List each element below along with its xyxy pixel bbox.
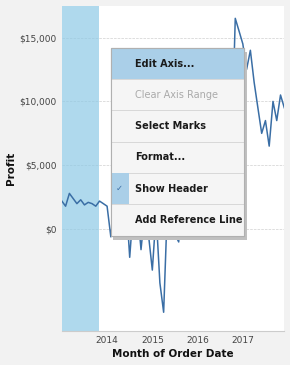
Text: Add Reference Line: Add Reference Line	[135, 215, 243, 225]
Bar	[62, 5, 99, 331]
Y-axis label: Profit: Profit	[6, 152, 16, 185]
Text: Format...: Format...	[135, 153, 185, 162]
X-axis label: Month of Order Date: Month of Order Date	[112, 349, 234, 360]
FancyBboxPatch shape	[111, 173, 129, 204]
Text: Show Header: Show Header	[135, 184, 208, 194]
FancyBboxPatch shape	[111, 111, 244, 142]
FancyBboxPatch shape	[111, 204, 244, 236]
Text: Clear Axis Range: Clear Axis Range	[135, 90, 218, 100]
FancyBboxPatch shape	[111, 142, 244, 173]
FancyBboxPatch shape	[111, 79, 244, 111]
Text: ✓: ✓	[116, 184, 123, 193]
FancyBboxPatch shape	[111, 48, 244, 236]
FancyBboxPatch shape	[111, 48, 244, 79]
Text: Select Marks: Select Marks	[135, 121, 206, 131]
FancyBboxPatch shape	[113, 52, 247, 239]
FancyBboxPatch shape	[111, 173, 244, 204]
Text: Edit Axis...: Edit Axis...	[135, 58, 195, 69]
